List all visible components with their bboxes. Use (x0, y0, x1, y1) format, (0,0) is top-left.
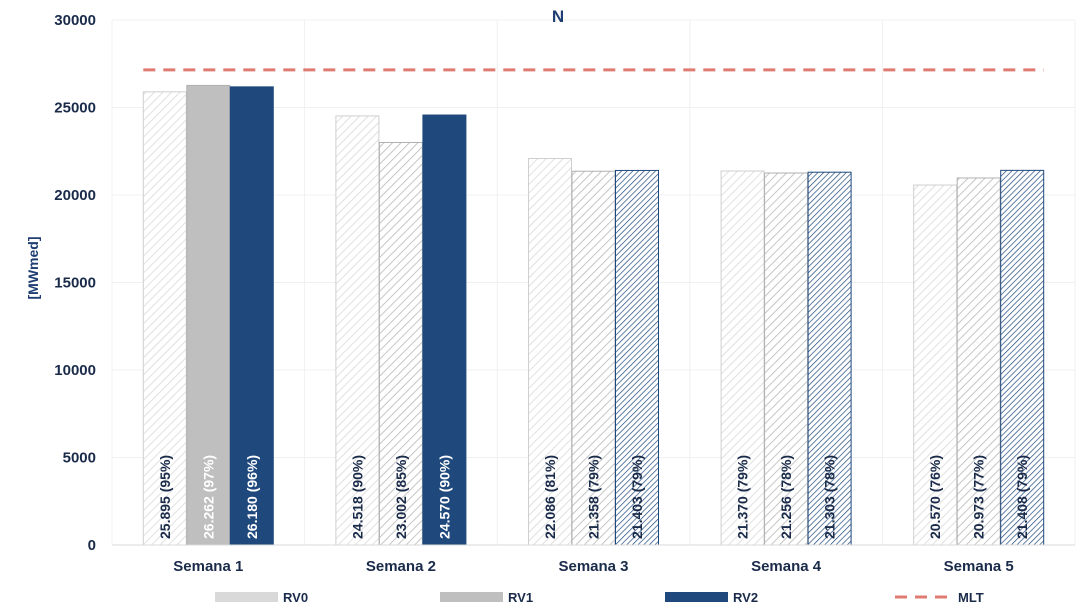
bar-data-label: 26.180 (96%) (244, 455, 260, 539)
bar-data-label: 24.518 (90%) (349, 455, 365, 539)
legend-swatch-rv0 (215, 592, 278, 602)
x-tick-label: Semana 3 (558, 558, 628, 575)
legend-swatch-rv2 (665, 592, 728, 602)
y-tick-label: 15000 (54, 275, 96, 292)
legend-label-rv1: RV1 (508, 590, 533, 605)
legend: RV0 RV1 RV2 MLT (215, 590, 984, 605)
x-tick-label: Semana 2 (366, 558, 436, 575)
bar-data-label: 22.086 (81%) (542, 455, 558, 539)
y-tick-label: 20000 (54, 187, 96, 204)
bar-data-label: 23.002 (85%) (393, 455, 409, 539)
bar-data-label: 24.570 (90%) (436, 455, 452, 539)
bar-data-label: 21.403 (79%) (629, 455, 645, 539)
y-tick-label: 25000 (54, 100, 96, 117)
bar-data-label: 21.408 (79%) (1014, 455, 1030, 539)
y-tick-label: 30000 (54, 12, 96, 29)
bar-data-label: 21.303 (78%) (822, 455, 838, 539)
bar-rv1 (764, 172, 809, 546)
legend-label-mlt: MLT (958, 590, 984, 605)
legend-swatch-rv1 (440, 592, 503, 602)
y-axis-label: [MWmed] (25, 237, 41, 300)
x-tick-label: Semana 5 (944, 558, 1014, 575)
legend-label-rv0: RV0 (283, 590, 308, 605)
bar-rv0 (528, 157, 572, 546)
bar-data-label: 26.262 (97%) (200, 455, 216, 539)
y-tick-label: 0 (88, 537, 96, 554)
bar-rv2 (229, 86, 274, 546)
y-tick-label: 10000 (54, 362, 96, 379)
bar-data-label: 21.358 (79%) (586, 455, 602, 539)
x-tick-label: Semana 4 (751, 558, 822, 575)
bar-data-label: 21.370 (79%) (735, 455, 751, 539)
bar-rv2 (807, 171, 852, 546)
bar-rv1 (186, 84, 231, 546)
y-tick-label: 5000 (63, 450, 96, 467)
bar-rv2 (615, 169, 659, 546)
bar-rv0 (335, 115, 380, 546)
bars: 25.895 (95%) 26.262 (97%) 26.180 (96%) 24.5… (142, 84, 1045, 546)
x-tick-label: Semana 1 (173, 558, 243, 575)
bar-data-label: 21.256 (78%) (778, 455, 794, 539)
bar-rv0 (720, 170, 765, 546)
bar-data-label: 25.895 (95%) (157, 455, 173, 539)
chart-title: N (552, 7, 564, 26)
bar-rv0 (142, 91, 187, 546)
legend-label-rv2: RV2 (733, 590, 758, 605)
axes: 0 5000 10000 15000 20000 25000 30000 Semana 1 Se… (54, 12, 1075, 575)
bar-data-label: 20.570 (76%) (927, 455, 943, 539)
bar-data-label: 20.973 (77%) (971, 455, 987, 539)
